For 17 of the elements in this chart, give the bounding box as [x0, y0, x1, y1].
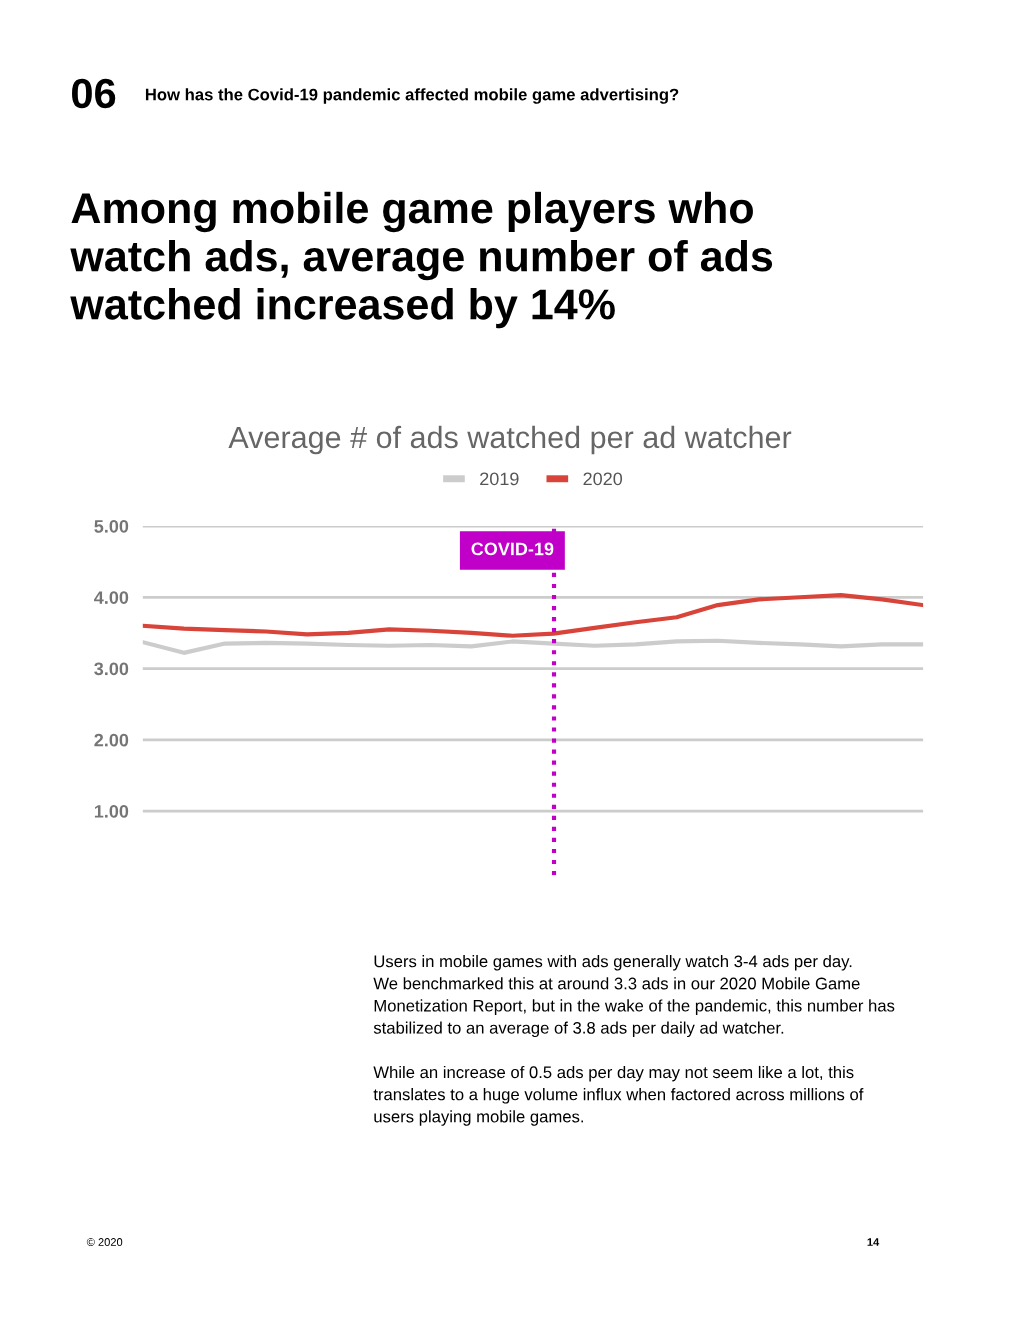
legend-label: 2019 [480, 472, 519, 486]
annotation: COVID-19 [471, 542, 554, 556]
text: Users in mobile games with ads generally watch 3-4 ads per day. We benchmarked this at around 3.3 ads in our 2020 Mobile Game Monetization Report, but in the wake of the pandemic, this number has stabilized to an average of 3.8 ads per daily ad watcher. While an increase of 0.5 ads per day may not seem like a lot, this translates to a huge volume influx when factored across millions of users playing mobile games. [373, 955, 895, 1126]
legend-label: 2020 [583, 472, 623, 486]
text: 06 [72, 78, 116, 109]
text: © 2020 [86, 1238, 123, 1246]
y-tick-label: 5.00 [94, 519, 129, 533]
y-tick-label: 1.00 [94, 804, 129, 818]
line-series [142, 593, 924, 638]
chart-subtitle: Average # of ads watched per ad watcher [228, 425, 792, 455]
line-series [142, 638, 924, 655]
text: 14 [867, 1238, 880, 1246]
y-tick-label: 3.00 [94, 662, 129, 676]
text: How has the Covid-19 pandemic affected mobile game advertising? [145, 88, 679, 104]
chart-title: Among mobile game players who watch ads, average number of ads watched increased by 14% [70, 191, 773, 329]
y-tick-label: 4.00 [94, 591, 129, 604]
y-tick-label: 2.00 [94, 733, 129, 747]
